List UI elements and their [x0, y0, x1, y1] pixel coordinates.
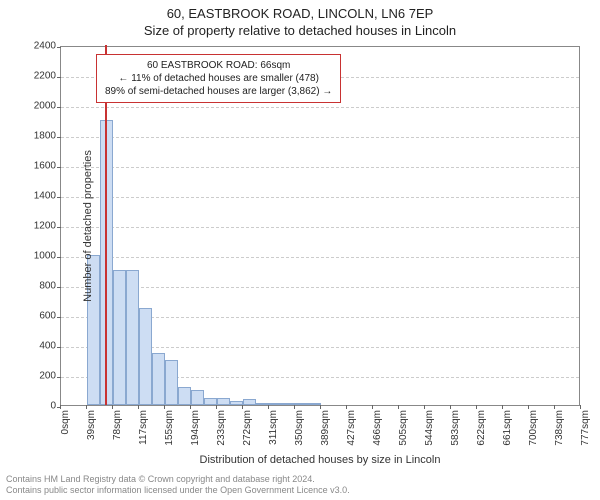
footer-line1: Contains HM Land Registry data © Crown c… [6, 474, 350, 485]
ytick-mark [57, 287, 61, 288]
xtick-mark [346, 405, 347, 409]
x-axis-label: Distribution of detached houses by size … [60, 454, 580, 466]
xtick-mark [60, 405, 61, 409]
xtick-mark [268, 405, 269, 409]
xtick-label: 194sqm [190, 410, 201, 446]
title-address: 60, EASTBROOK ROAD, LINCOLN, LN6 7EP [0, 0, 600, 21]
xtick-mark [372, 405, 373, 409]
xtick-label: 427sqm [346, 410, 357, 446]
ytick-mark [57, 347, 61, 348]
xtick-label: 466sqm [372, 410, 383, 446]
ytick-label: 1000 [26, 251, 56, 262]
ytick-mark [57, 257, 61, 258]
xtick-label: 311sqm [268, 410, 279, 445]
ytick-label: 1200 [26, 221, 56, 232]
histogram-bar [295, 403, 308, 405]
property-annotation-box: 60 EASTBROOK ROAD: 66sqm ← 11% of detach… [96, 54, 341, 103]
xtick-label: 117sqm [138, 410, 149, 445]
annotation-line2: ← 11% of detached houses are smaller (47… [105, 72, 332, 85]
y-axis-label: Number of detached properties [82, 150, 94, 302]
ytick-mark [57, 227, 61, 228]
xtick-mark [554, 405, 555, 409]
histogram-bar [269, 403, 282, 405]
ytick-label: 1600 [26, 161, 56, 172]
ytick-mark [57, 107, 61, 108]
histogram-bar [113, 270, 126, 405]
histogram-bar [243, 399, 256, 405]
ytick-mark [57, 137, 61, 138]
ytick-label: 1400 [26, 191, 56, 202]
xtick-mark [190, 405, 191, 409]
histogram-bar [191, 390, 204, 405]
histogram-bar [152, 353, 165, 406]
histogram-bar [217, 398, 230, 405]
ytick-label: 800 [26, 281, 56, 292]
xtick-mark [398, 405, 399, 409]
xtick-label: 583sqm [450, 410, 461, 446]
ytick-label: 2000 [26, 101, 56, 112]
gridline [61, 107, 579, 108]
xtick-label: 78sqm [112, 410, 123, 440]
histogram-chart: Number of detached properties Distributi… [60, 46, 580, 406]
xtick-label: 544sqm [424, 410, 435, 446]
histogram-bar [178, 387, 191, 405]
xtick-label: 155sqm [164, 410, 175, 446]
ytick-mark [57, 167, 61, 168]
ytick-mark [57, 197, 61, 198]
ytick-label: 2200 [26, 71, 56, 82]
xtick-label: 39sqm [86, 410, 97, 440]
histogram-bar [139, 308, 152, 406]
title-subtitle: Size of property relative to detached ho… [0, 21, 600, 38]
gridline [61, 227, 579, 228]
xtick-mark [528, 405, 529, 409]
ytick-mark [57, 317, 61, 318]
xtick-mark [86, 405, 87, 409]
xtick-mark [450, 405, 451, 409]
ytick-mark [57, 47, 61, 48]
xtick-label: 661sqm [502, 410, 513, 446]
xtick-mark [580, 405, 581, 409]
xtick-mark [216, 405, 217, 409]
histogram-bar [204, 398, 217, 406]
xtick-mark [164, 405, 165, 409]
ytick-label: 0 [26, 401, 56, 412]
histogram-bar [165, 360, 178, 405]
xtick-mark [476, 405, 477, 409]
ytick-mark [57, 77, 61, 78]
annotation-line1: 60 EASTBROOK ROAD: 66sqm [105, 59, 332, 72]
xtick-label: 389sqm [320, 410, 331, 446]
histogram-bar [126, 270, 139, 405]
gridline [61, 167, 579, 168]
xtick-mark [424, 405, 425, 409]
footer-line2: Contains public sector information licen… [6, 485, 350, 496]
ytick-label: 400 [26, 341, 56, 352]
xtick-label: 700sqm [528, 410, 539, 446]
xtick-mark [242, 405, 243, 409]
ytick-mark [57, 377, 61, 378]
xtick-label: 777sqm [580, 410, 591, 446]
ytick-label: 2400 [26, 41, 56, 52]
xtick-label: 738sqm [554, 410, 565, 446]
xtick-label: 505sqm [398, 410, 409, 446]
xtick-label: 233sqm [216, 410, 227, 446]
xtick-label: 622sqm [476, 410, 487, 446]
xtick-mark [294, 405, 295, 409]
xtick-mark [320, 405, 321, 409]
ytick-label: 1800 [26, 131, 56, 142]
footer-attribution: Contains HM Land Registry data © Crown c… [6, 474, 350, 496]
ytick-label: 600 [26, 311, 56, 322]
xtick-mark [502, 405, 503, 409]
xtick-label: 272sqm [242, 410, 253, 446]
ytick-label: 200 [26, 371, 56, 382]
xtick-label: 0sqm [60, 410, 71, 434]
xtick-mark [138, 405, 139, 409]
gridline [61, 137, 579, 138]
annotation-line3: 89% of semi-detached houses are larger (… [105, 85, 332, 98]
xtick-label: 350sqm [294, 410, 305, 446]
gridline [61, 257, 579, 258]
gridline [61, 197, 579, 198]
xtick-mark [112, 405, 113, 409]
